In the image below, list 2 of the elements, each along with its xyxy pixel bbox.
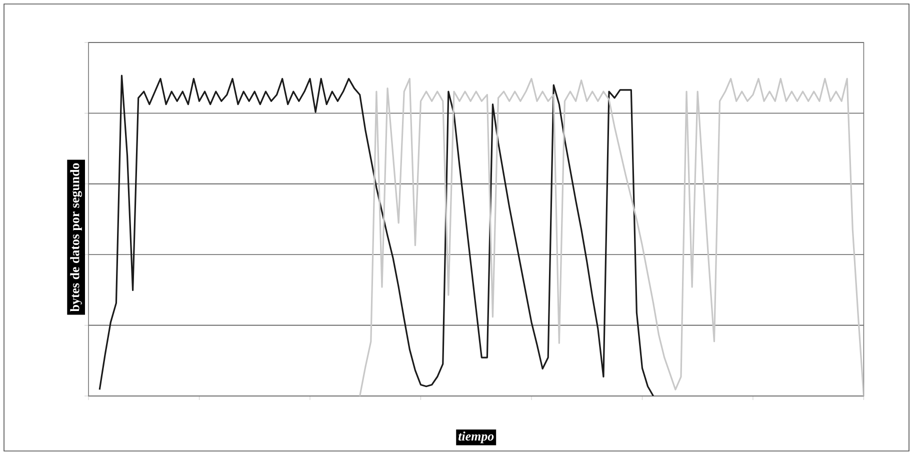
y-axis-title: bytes de datos por segundo (70, 163, 82, 312)
x-axis-title: tiempo (458, 432, 494, 444)
